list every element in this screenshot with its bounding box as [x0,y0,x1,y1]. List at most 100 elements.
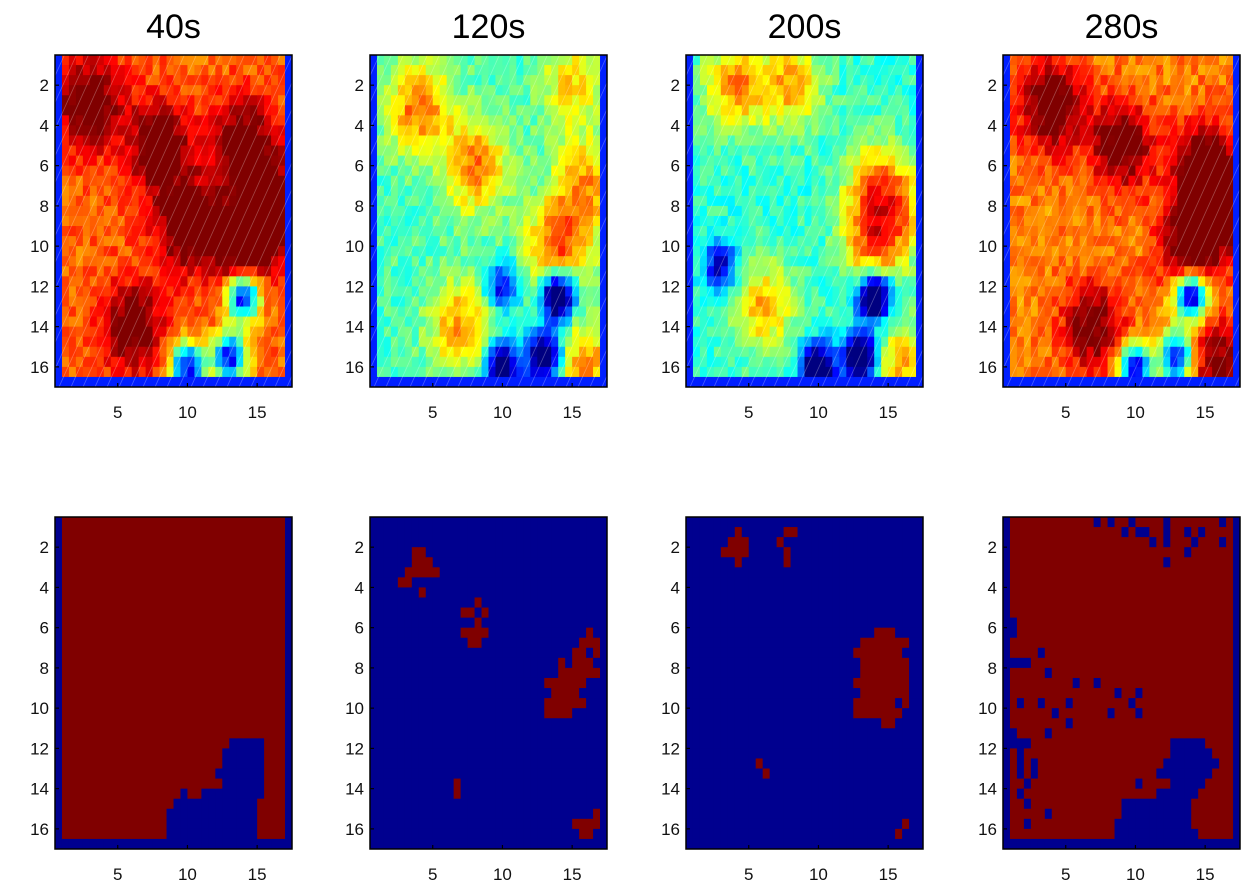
heatmap-cell [145,728,154,739]
heatmap-cell [229,567,237,578]
heatmap-cell [502,788,511,800]
heatmap-cell [82,597,91,609]
heatmap-cell [530,105,538,116]
heatmap-cell [467,145,476,157]
heatmap-cell [124,105,133,116]
heatmap-cell [579,185,587,197]
heatmap-cell [734,155,743,167]
heatmap-cell [586,677,594,689]
heatmap-cell [572,346,580,358]
heatmap-cell [68,617,77,629]
heatmap-cell [173,698,182,709]
heatmap-cell [257,517,265,528]
heatmap-cell [173,778,182,790]
heatmap-cell [565,738,573,749]
heatmap-cell [481,356,490,368]
heatmap-cell [411,105,420,116]
heatmap-cell [159,677,168,689]
heatmap-cell [61,296,70,308]
heatmap-cell [166,356,175,368]
heatmap-cell [397,246,406,257]
heatmap-cell [145,688,154,699]
heatmap-cell [271,748,279,760]
heatmap-cell [425,828,434,840]
heatmap-cell [257,698,265,709]
heatmap-cell [565,808,573,820]
heatmap-cell [187,205,196,217]
heatmap-cell [194,286,202,298]
heatmap-cell [397,175,406,187]
heatmap-cell [453,657,462,669]
heatmap-cell [138,55,147,66]
heatmap-cell [138,838,147,849]
heatmap-cell [243,637,251,649]
heatmap-cell [390,537,399,548]
heatmap-cell [593,517,601,528]
heatmap-cell [586,85,594,96]
heatmap-cell [411,798,420,810]
heatmap-cell [89,115,98,127]
heatmap-cell [194,718,202,729]
heatmap-cell [425,768,434,780]
hatch-line [517,188,607,387]
heatmap-cell [713,226,722,237]
heatmap-cell [558,165,566,177]
heatmap-cell [124,366,133,378]
heatmap-cell [404,135,413,147]
heatmap-cell [75,698,84,709]
heatmap-cell [68,105,77,116]
heatmap-cell [565,607,573,619]
heatmap-cell [600,326,607,338]
heatmap-cell [565,557,573,568]
heatmap-cell [194,195,202,207]
heatmap-cell [55,597,63,609]
heatmap-cell [460,85,469,96]
heatmap-cell [699,376,708,387]
heatmap-cell [720,316,729,328]
heatmap-cell [558,145,566,157]
heatmap-cell [215,256,223,267]
heatmap-cell [593,75,601,86]
heatmap-cell [173,708,182,719]
heatmap-cell [432,135,441,147]
heatmap-cell [467,607,476,619]
heatmap-cell [383,657,392,669]
heatmap-cell [110,296,119,308]
heatmap-cell [572,617,580,629]
heatmap-cell [152,818,161,830]
heatmap-cell [55,627,63,639]
heatmap-cell [103,577,112,589]
heatmap-cell [537,135,545,147]
heatmap-cell [103,587,112,599]
heatmap-cell [376,326,385,338]
heatmap-cell [159,738,168,749]
heatmap-cell [236,798,244,810]
hatch-line [118,55,269,387]
heatmap-cell [509,778,517,790]
heatmap-cell [75,55,84,66]
heatmap-cell [418,627,427,639]
heatmap-cell [110,718,119,729]
heatmap-cell [229,336,237,348]
heatmap-cell [565,537,573,548]
heatmap-cell [600,688,607,699]
heatmap-cell [383,808,392,820]
heatmap-cell [411,296,420,308]
heatmap-cell [376,657,385,669]
heatmap-cell [600,557,607,568]
hatch-line [178,134,292,387]
heatmap-cell [370,75,378,86]
heatmap-cell [418,105,427,116]
hatch-line [0,55,4,387]
heatmap-cell [61,65,70,76]
heatmap-cell [474,145,483,157]
heatmap-cell [131,215,140,227]
heatmap-cell [558,276,566,287]
heatmap-cell [713,175,722,187]
heatmap-cell [439,657,448,669]
heatmap-cell [222,647,230,659]
y-tick-label: 14 [30,318,49,337]
heatmap-cell [229,748,237,760]
heatmap-cell [250,778,258,790]
heatmap-cell [159,597,168,609]
